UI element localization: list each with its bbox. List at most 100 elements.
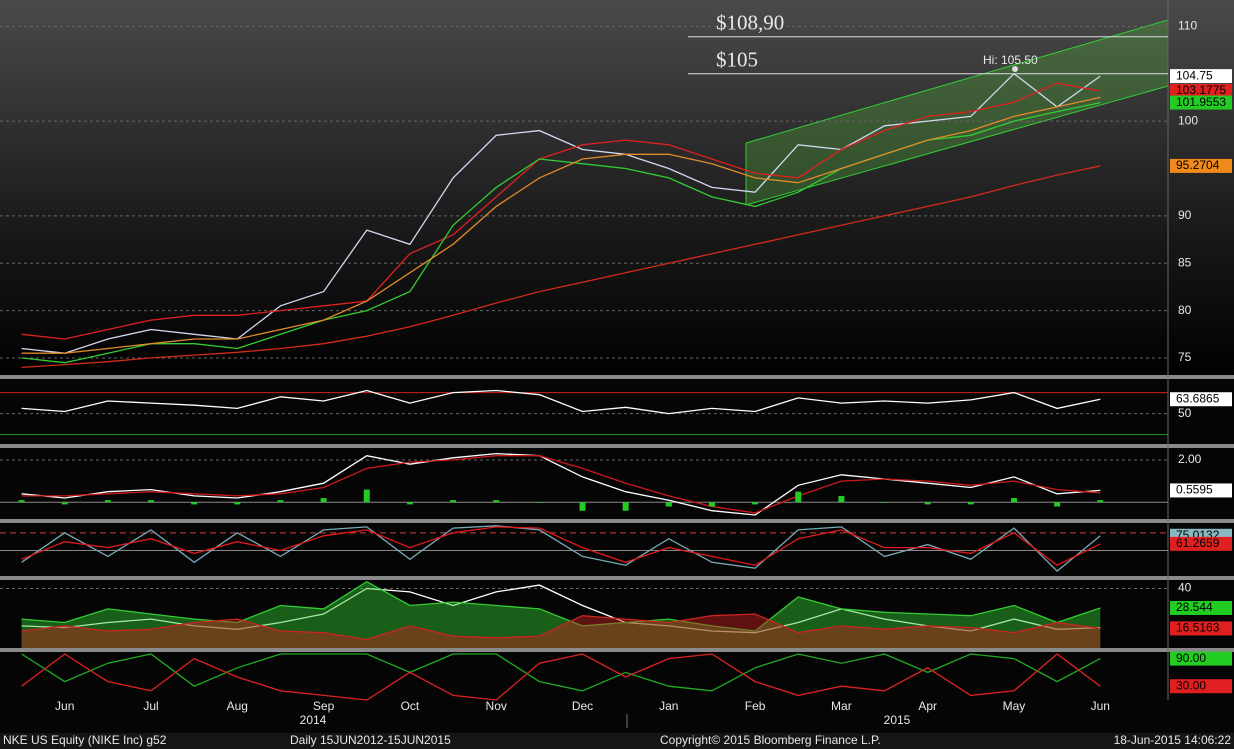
- last-value-label: 90.00: [1176, 651, 1206, 665]
- y-tick-label: 100: [1178, 113, 1198, 127]
- year-label: 2014: [300, 713, 327, 727]
- series-line: [21, 653, 1101, 692]
- high-label: Hi: 105.50: [983, 53, 1038, 67]
- x-tick-label: Nov: [486, 699, 507, 713]
- histogram-bar: [191, 502, 198, 505]
- x-tick-label: Jul: [143, 699, 158, 713]
- histogram-bar: [881, 502, 888, 503]
- x-tick-label: Jun: [55, 699, 74, 713]
- histogram-bar: [536, 502, 543, 503]
- last-value-label: 95.2704: [1176, 158, 1220, 172]
- footer-range: Daily 15JUN2012-15JUN2015: [290, 733, 451, 747]
- histogram-bar: [622, 502, 629, 511]
- price-level-label: $105: [716, 48, 758, 72]
- histogram-bar: [924, 502, 931, 505]
- histogram-bar: [795, 491, 802, 503]
- histogram-bar: [708, 502, 715, 507]
- last-value-box: [1170, 84, 1232, 99]
- x-tick-label: Sep: [313, 699, 335, 713]
- series-line: [21, 580, 1101, 632]
- histogram-bar: [104, 500, 111, 503]
- y-tick-label: 2.00: [1178, 452, 1202, 466]
- histogram-bar: [450, 500, 457, 503]
- last-value-box: [1170, 95, 1232, 110]
- series-line: [21, 653, 1101, 701]
- series-line: [21, 584, 1101, 634]
- last-value-label: 0.5595: [1176, 483, 1213, 497]
- x-tick-label: Dec: [572, 699, 593, 713]
- last-value-label: 63.6865: [1176, 391, 1220, 405]
- footer-copyright: Copyright© 2015 Bloomberg Finance L.P.: [660, 733, 881, 747]
- x-tick-label: Jun: [1091, 699, 1110, 713]
- histogram-bar: [665, 502, 672, 507]
- histogram-bar: [61, 502, 68, 505]
- series-line: [21, 165, 1101, 369]
- series-line: [21, 452, 1101, 516]
- y-tick-label: 40: [1178, 581, 1192, 595]
- last-value-box: [1170, 651, 1232, 666]
- y-tick-label: 85: [1178, 255, 1192, 269]
- series-line: [21, 526, 1101, 566]
- last-value-box: [1170, 483, 1232, 498]
- series-area: [21, 614, 1101, 648]
- x-tick-label: Oct: [401, 699, 420, 713]
- y-tick-label: 80: [1178, 303, 1192, 317]
- last-value-box: [1170, 536, 1232, 551]
- last-value-label: 101.9553: [1176, 95, 1226, 109]
- y-tick-label: 50: [1178, 406, 1192, 420]
- last-value-label: 61.2659: [1176, 536, 1220, 550]
- histogram-bar: [18, 500, 25, 503]
- price-level-label: $108,90: [716, 11, 784, 35]
- histogram-bar: [1010, 498, 1017, 503]
- last-value-box: [1170, 158, 1232, 173]
- y-tick-label: 110: [1178, 19, 1197, 33]
- last-value-box: [1170, 392, 1232, 407]
- histogram-bar: [277, 500, 284, 503]
- histogram-bar: [363, 489, 370, 503]
- y-tick-label: 90: [1178, 208, 1192, 222]
- x-tick-label: Jan: [659, 699, 678, 713]
- histogram-bar: [1097, 500, 1104, 503]
- histogram-bar: [967, 502, 974, 505]
- series-line: [21, 82, 1101, 340]
- y-tick-label: 75: [1178, 350, 1192, 364]
- histogram-bar: [320, 498, 327, 503]
- series-line: [21, 72, 1101, 354]
- x-tick-label: Mar: [831, 699, 852, 713]
- x-tick-label: Aug: [227, 699, 248, 713]
- series-line: [21, 96, 1101, 354]
- histogram-bar: [1054, 502, 1061, 507]
- x-tick-label: Apr: [918, 699, 937, 713]
- histogram-bar: [234, 502, 241, 505]
- high-marker: [1012, 66, 1018, 72]
- x-tick-label: Feb: [745, 699, 766, 713]
- x-tick-label: May: [1003, 699, 1026, 713]
- footer-security: NKE US Equity (NIKE Inc) g52: [3, 733, 167, 747]
- last-value-label: 30.00: [1176, 678, 1206, 692]
- last-value-label: 104.75: [1176, 68, 1213, 82]
- histogram-bar: [493, 500, 500, 503]
- last-value-box: [1170, 679, 1232, 694]
- price-background: [0, 0, 1234, 376]
- histogram-bar: [406, 502, 413, 505]
- last-value-box: [1170, 621, 1232, 636]
- last-value-box: [1170, 69, 1232, 84]
- last-value-label: 28.544: [1176, 600, 1213, 614]
- panel-separators: [0, 0, 1234, 728]
- histogram-bar: [752, 502, 759, 505]
- histogram-bar: [579, 502, 586, 511]
- last-value-label: 16.5163: [1176, 621, 1220, 635]
- series-line: [21, 389, 1101, 415]
- year-label: 2015: [884, 713, 911, 727]
- histogram-bar: [838, 495, 845, 503]
- last-value-box: [1170, 600, 1232, 615]
- histogram-bar: [148, 500, 155, 503]
- series-line: [21, 613, 1101, 641]
- series-line: [21, 525, 1101, 572]
- footer-bar: [0, 733, 1234, 749]
- last-value-label: 103.1775: [1176, 83, 1226, 97]
- series-line: [21, 455, 1101, 514]
- footer-timestamp: 18-Jun-2015 14:06:22: [1114, 733, 1232, 747]
